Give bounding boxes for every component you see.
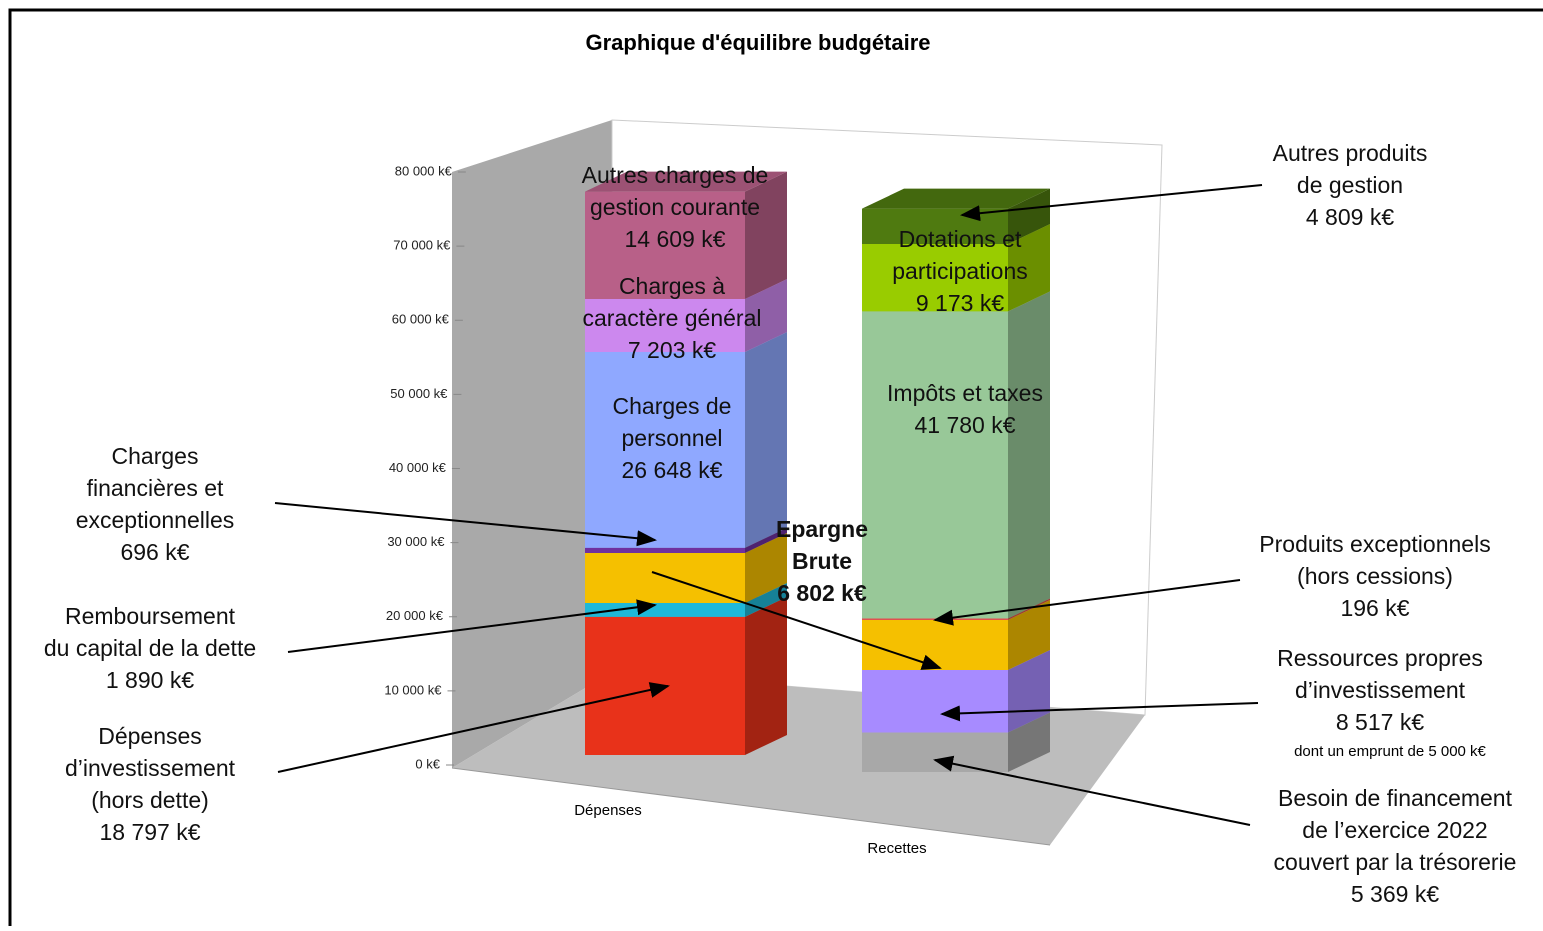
value-label: 26 648 k€ [621,457,722,483]
bar-face [585,351,745,548]
bar-face [1008,598,1050,620]
y-tick-label: 80 000 k€ [395,163,453,178]
bar-face [862,619,1008,670]
segment-label: Charges [112,443,199,469]
segment-label: caractère général [583,305,762,331]
segment-label: (hors cessions) [1297,563,1453,589]
segment-label: couvert par la trésorerie [1274,849,1517,875]
leader-arrow [651,571,942,670]
value-label: 7 203 k€ [628,337,716,363]
bar-face [585,547,745,553]
y-tick-label: 50 000 k€ [390,386,448,401]
segment-label: d’investissement [65,755,236,781]
bar-face [1008,712,1050,772]
bar-face [862,188,1050,209]
segment-label: Epargne [776,516,868,542]
bar-face [1008,223,1050,312]
segment-label: Autres charges de [582,162,769,188]
value-label: 18 797 k€ [99,819,200,845]
bar-face [745,582,787,617]
segment-label: Autres produits [1273,140,1428,166]
value-label: 14 609 k€ [624,226,725,252]
bar-face [1008,291,1050,619]
leader-arrow [277,682,670,773]
bar-face [585,299,745,352]
y-tick-label: 30 000 k€ [387,534,445,549]
value-label: 8 517 k€ [1336,709,1424,735]
bar-face [745,331,787,548]
segment-label: Charges de [613,393,732,419]
segment-label: Ressources propres [1277,645,1483,671]
leader-arrow [274,502,657,547]
leader-arrow [960,184,1263,222]
segment-label: Brute [792,548,852,574]
back-left-wall [452,120,612,768]
segment-label: Dotations et [899,226,1022,252]
chart-title: Graphique d'équilibre budgétaire [585,30,930,55]
note: dont un emprunt de 5 000 k€ [1294,743,1486,760]
y-tick-label: 70 000 k€ [393,238,451,253]
bar-segment [862,291,1050,619]
x-tick-label: Recettes [867,840,926,857]
leader-arrow [933,755,1251,826]
segment-label: Produits exceptionnels [1259,531,1490,557]
bar-face [862,243,1008,312]
y-tick-label: 60 000 k€ [392,312,450,327]
bar-face [862,669,1008,733]
bar-face [585,602,745,617]
y-tick-label: 10 000 k€ [384,682,442,697]
leader-arrow [940,702,1259,722]
segment-label: de l’exercice 2022 [1302,817,1487,843]
value-label: 6 802 k€ [777,580,867,606]
bar-face [745,596,787,755]
segment-label: Impôts et taxes [887,380,1043,406]
segment-label: d’investissement [1295,677,1466,703]
bar-face [862,311,1008,619]
value-label: 9 173 k€ [916,290,1004,316]
x-tick-label: Dépenses [574,802,642,819]
segment-label: du capital de la dette [44,635,256,661]
segment-label: Besoin de financement [1278,785,1513,811]
segment-label: exceptionnelles [76,507,235,533]
value-label: 696 k€ [120,539,189,565]
bar-face [745,279,787,352]
bar-face [745,527,787,553]
segment-label: financières et [87,475,224,501]
segment-label: Charges à [619,273,725,299]
leader-arrow [933,579,1241,626]
bar-face [862,732,1008,772]
bar-segment [585,171,787,300]
floor-edge [451,767,1051,846]
value-label: 4 809 k€ [1306,204,1394,230]
bar-face [745,171,787,300]
value-label: 5 369 k€ [1351,881,1439,907]
bar-face [745,532,787,603]
segment-label: gestion courante [590,194,760,220]
y-tick-label: 20 000 k€ [386,608,444,623]
segment-label: participations [892,258,1028,284]
segment-label: (hors dette) [91,787,209,813]
value-label: 41 780 k€ [914,412,1015,438]
bar-face [585,191,745,300]
segment-label: personnel [621,425,722,451]
segment-label: de gestion [1297,172,1403,198]
bar-face [1008,188,1050,244]
frame [8,8,1543,926]
y-tick-label: 0 k€ [415,756,440,771]
bar-segment [585,596,787,755]
y-tick-label: 40 000 k€ [389,460,447,475]
value-label: 1 890 k€ [106,667,194,693]
segment-label: Dépenses [98,723,202,749]
value-label: 196 k€ [1340,595,1409,621]
bar-face [585,171,787,192]
segment-label: Remboursement [65,603,236,629]
leader-arrow [287,599,657,653]
bar-face [1008,599,1050,670]
